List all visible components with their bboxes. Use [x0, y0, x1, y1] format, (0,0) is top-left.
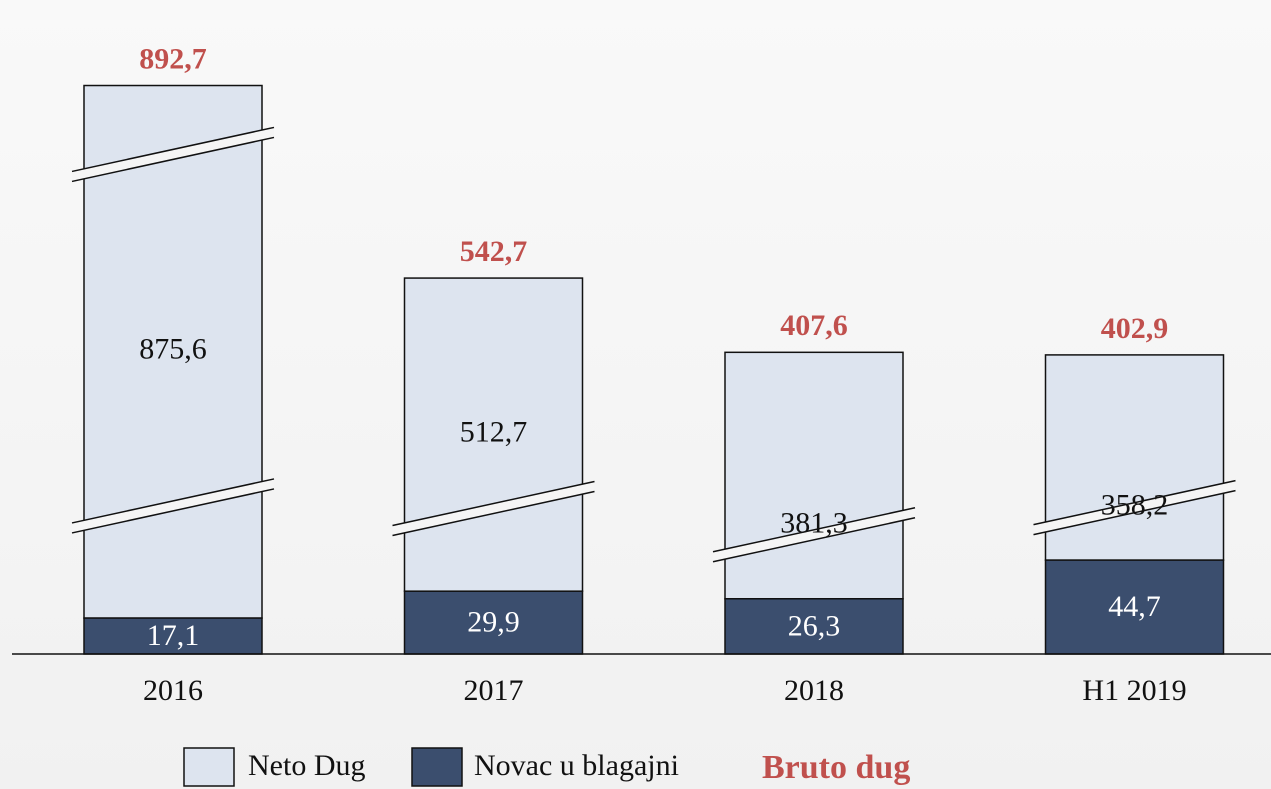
- x-tick-label: H1 2019: [1082, 674, 1186, 707]
- axis-break-line: [71, 126, 275, 173]
- data-label: 381,3: [780, 506, 848, 539]
- data-label: 17,1: [147, 619, 200, 652]
- data-label: 512,7: [460, 416, 528, 449]
- total-label: 402,9: [1101, 312, 1169, 345]
- legend-label: Neto Dug: [248, 749, 365, 782]
- axis-break-line: [71, 136, 275, 183]
- bar-segment: [1044, 354, 1225, 561]
- axis-break: [1033, 480, 1236, 535]
- axis-break-line: [1033, 479, 1236, 526]
- axis-break: [72, 127, 274, 182]
- axis-break-line: [712, 517, 916, 563]
- x-tick-label: 2016: [143, 674, 203, 707]
- legend-label: Bruto dug: [762, 749, 910, 786]
- bar-segment: [724, 351, 904, 600]
- axis-break-line: [392, 480, 595, 527]
- axis-break-line: [71, 488, 275, 534]
- data-label: 875,6: [139, 333, 207, 366]
- axis-break-line: [1033, 489, 1236, 536]
- total-label: 542,7: [460, 235, 528, 268]
- legend-swatch: [411, 747, 463, 787]
- total-label: 407,6: [780, 309, 848, 342]
- axis-break: [713, 507, 915, 562]
- x-tick-label: 2017: [464, 674, 524, 707]
- axis-break: [72, 478, 274, 533]
- total-label: 892,7: [139, 42, 207, 75]
- bar-segment: [403, 277, 584, 592]
- data-label: 29,9: [467, 605, 520, 638]
- axis-break-line: [712, 507, 916, 553]
- data-label: 26,3: [788, 609, 841, 642]
- data-label: 358,2: [1101, 488, 1169, 521]
- bar-segment: [83, 84, 263, 619]
- data-label: 44,7: [1108, 590, 1161, 623]
- axis-break-line: [392, 490, 595, 537]
- axis-break: [392, 481, 595, 536]
- bar-segment: [83, 617, 263, 655]
- axis-break-line: [71, 478, 275, 524]
- legend-swatch: [183, 747, 235, 787]
- legend-label: Novac u blagajni: [474, 749, 679, 782]
- bar-segment: [403, 590, 584, 655]
- x-tick-label: 2018: [784, 674, 844, 707]
